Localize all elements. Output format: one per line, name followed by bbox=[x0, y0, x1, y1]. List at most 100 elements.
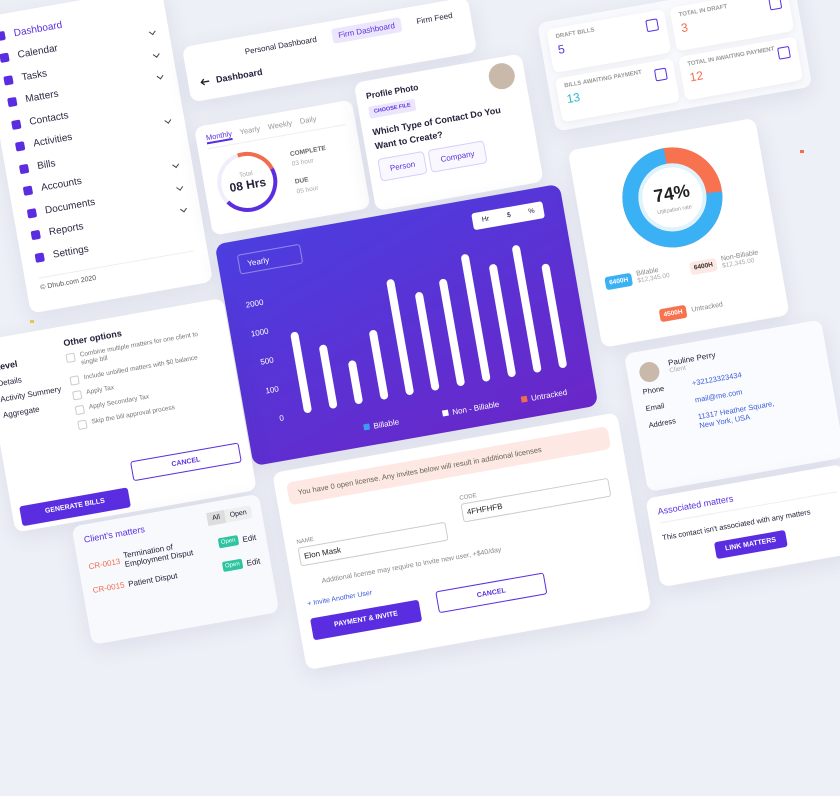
level-title: Level bbox=[0, 358, 19, 373]
nav-label: Settings bbox=[52, 243, 90, 261]
tab[interactable]: Firm Feed bbox=[415, 10, 454, 27]
donut-legend: 6400H Non-Billable $12,345.00 bbox=[688, 249, 760, 275]
donut-legend: 4500H Untracked bbox=[658, 298, 724, 323]
matters-title: Client's matters bbox=[83, 524, 146, 545]
time-tab[interactable]: Monthly bbox=[205, 128, 234, 145]
tab[interactable]: Personal Dashboard bbox=[244, 34, 318, 57]
field-label: Address bbox=[647, 416, 677, 430]
filter[interactable]: Open bbox=[229, 509, 248, 520]
bar bbox=[541, 263, 567, 368]
y-tick-label: 0 bbox=[279, 413, 285, 423]
options-list: Other options Combine multiple matters fo… bbox=[63, 312, 227, 430]
bar bbox=[439, 278, 465, 386]
link-button[interactable]: LINK MATTERS bbox=[713, 529, 788, 560]
choose-file[interactable]: CHOOSE FILE bbox=[368, 98, 417, 119]
back-label: Dashboard bbox=[215, 66, 264, 85]
bar bbox=[319, 344, 338, 409]
checkbox-label: Apply Tax bbox=[85, 384, 115, 396]
time-card: Monthly Yearly Weekly Daily Total 08 Hrs COMPL… bbox=[193, 99, 371, 236]
edit[interactable]: Edit bbox=[245, 556, 261, 568]
header: Personal Dashboard Firm Dashboard Firm Fee… bbox=[181, 0, 478, 103]
sidebar: Dashboard Calendar Tasks Matters Contacts Act… bbox=[0, 0, 214, 314]
nav-label: Matters bbox=[24, 88, 60, 106]
legend-label: Untracked bbox=[530, 388, 567, 403]
info-icon[interactable] bbox=[645, 18, 660, 33]
time-tabs: Monthly Yearly Weekly Daily bbox=[205, 109, 346, 150]
field-label: Email bbox=[644, 401, 665, 414]
stat: COMPLETE 03 hour bbox=[290, 145, 329, 168]
y-tick-label: 2000 bbox=[245, 298, 265, 310]
time-tab[interactable]: Daily bbox=[299, 114, 318, 126]
nav-label: Bills bbox=[36, 157, 57, 172]
cancel-button[interactable]: CANCEL bbox=[435, 572, 548, 614]
time-tab[interactable]: Yearly bbox=[238, 124, 261, 137]
nav-icon bbox=[14, 141, 26, 152]
bar bbox=[348, 360, 363, 404]
nav-icon bbox=[0, 30, 6, 42]
status: Open bbox=[221, 558, 244, 573]
legend-badge: 6400H bbox=[688, 257, 718, 275]
bar bbox=[290, 331, 312, 413]
time-tab[interactable]: Weekly bbox=[267, 118, 293, 132]
nav-icon bbox=[0, 52, 10, 64]
nav-label: Reports bbox=[48, 221, 85, 239]
cancel-button[interactable]: CANCEL bbox=[130, 442, 242, 482]
options-card: Level Details Activity Summery Aggregate Oth… bbox=[0, 297, 257, 533]
back-arrow bbox=[200, 78, 210, 86]
info-icon[interactable] bbox=[777, 45, 791, 60]
ring bbox=[217, 151, 278, 212]
nav-icon bbox=[3, 74, 14, 86]
bar bbox=[461, 254, 491, 382]
checkbox bbox=[71, 389, 83, 401]
tab[interactable]: Firm Dashboard bbox=[331, 17, 403, 44]
chart-card: Yearly Hr $% 0 100 500 1000 2000 Billable Non - B… bbox=[214, 183, 599, 467]
nav-label: Tasks bbox=[20, 67, 48, 84]
submit-button[interactable]: PAYMENT & INVITE bbox=[310, 599, 423, 641]
filter[interactable]: All bbox=[206, 510, 227, 526]
back-link[interactable]: Dashboard bbox=[199, 32, 463, 88]
bar-chart: 0 100 500 1000 2000 Billable Non - Billable Unt… bbox=[245, 245, 568, 431]
info-icon[interactable] bbox=[653, 67, 668, 82]
edit[interactable]: Edit bbox=[241, 532, 257, 544]
chevron bbox=[148, 28, 156, 36]
checkbox bbox=[69, 375, 80, 386]
legend-swatch bbox=[520, 395, 528, 403]
chevron bbox=[164, 117, 172, 125]
legend-label: Billable bbox=[373, 417, 401, 430]
bar bbox=[386, 279, 414, 395]
matter-id: CR-0015 bbox=[92, 580, 126, 595]
nav-label: Activities bbox=[32, 132, 74, 150]
contact-field: Address 11317 Heather Square, New York, U… bbox=[648, 390, 824, 438]
legend-name: Untracked bbox=[690, 301, 724, 314]
donut-inner bbox=[638, 163, 707, 232]
nav-icon bbox=[7, 97, 18, 108]
contact-type[interactable]: Company bbox=[427, 140, 488, 173]
y-tick-label: 1000 bbox=[250, 327, 270, 339]
legend-badge: 4500H bbox=[658, 304, 688, 323]
bar bbox=[489, 264, 516, 377]
nav-label: Contacts bbox=[28, 109, 70, 128]
chevron bbox=[172, 161, 180, 169]
checkbox bbox=[77, 419, 88, 430]
invite-link[interactable]: + Invite Another User bbox=[306, 589, 373, 608]
legend-text: Untracked bbox=[691, 301, 724, 313]
legend-label: Non - Billable bbox=[452, 400, 501, 417]
status: Open bbox=[217, 535, 240, 549]
profile-card: Profile Photo CHOOSE FILE Which Type of Co… bbox=[353, 53, 544, 212]
y-tick-label: 500 bbox=[260, 355, 275, 366]
chevron bbox=[180, 205, 188, 213]
nav-icon bbox=[22, 185, 34, 197]
stat: DUE 05 hour bbox=[294, 175, 319, 195]
chevron bbox=[176, 183, 184, 191]
contact-type[interactable]: Person bbox=[377, 150, 428, 182]
nav-label: Documents bbox=[44, 196, 96, 217]
due-label: DUE bbox=[294, 176, 310, 186]
nav-icon bbox=[18, 163, 30, 174]
bills-card: DRAFT BILLS 5 TOTAL IN DRAFT 3 BILLS AWAITIN… bbox=[537, 0, 813, 132]
nav-icon bbox=[26, 207, 38, 219]
checkbox bbox=[65, 352, 76, 364]
donut-segment bbox=[622, 147, 723, 248]
nav-label: Accounts bbox=[40, 176, 83, 195]
contact-card: Pauline Perry Client Phone +32123323434 Emai… bbox=[623, 319, 840, 493]
